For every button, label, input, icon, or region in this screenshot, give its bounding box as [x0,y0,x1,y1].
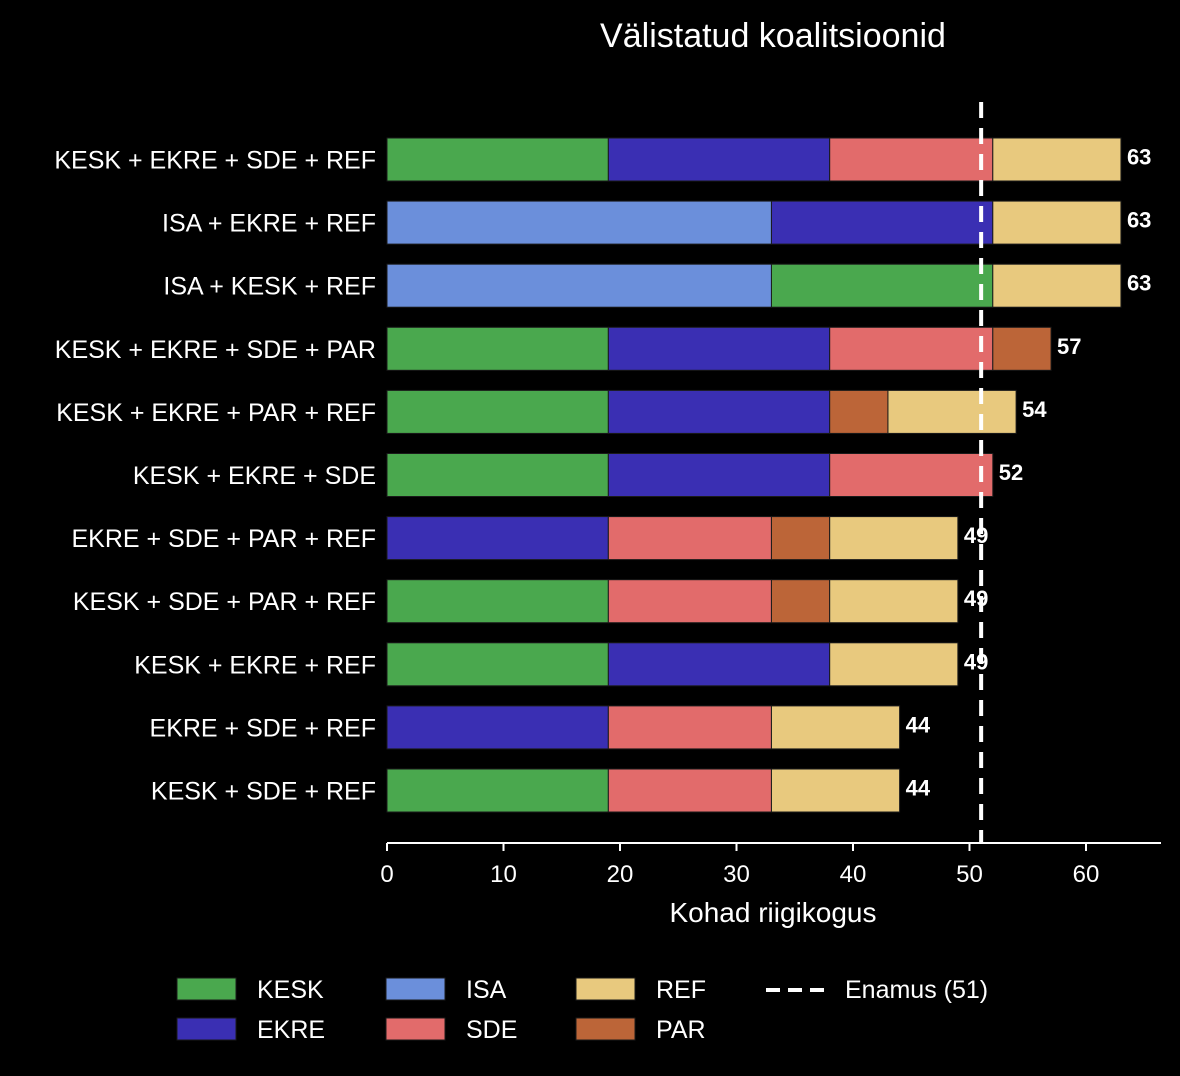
bar-segment-kesk [386,326,609,371]
x-tick-label: 10 [490,861,517,888]
legend-label-kesk: KESK [257,976,324,1004]
bar-segment-par [829,389,889,434]
bar-segment-ekre [386,705,609,750]
bar-segment-ref [770,768,901,813]
bar-segment-kesk [386,137,609,182]
bar-segment-kesk [386,579,609,624]
x-tick-label: 40 [840,861,867,888]
chart-title: Välistatud koalitsioonid [600,17,946,55]
legend-swatch-kesk [176,977,237,1001]
bar-segment-sde [607,705,772,750]
category-label: KESK + SDE + PAR + REF [73,588,376,616]
x-tick-label: 30 [723,861,750,888]
bar-segment-ref [992,200,1122,245]
legend-label-ref: REF [656,976,706,1004]
bar-segment-ref [829,579,959,624]
x-tick-label: 20 [607,861,634,888]
bar-segment-kesk [386,642,609,687]
total-label: 44 [906,776,931,801]
bar-segment-kesk [386,389,609,434]
legend-label-majority: Enamus (51) [845,976,988,1004]
bar-segment-sde [607,516,772,561]
bar-segment-ref [887,389,1017,434]
category-label: KESK + EKRE + SDE + REF [54,147,376,175]
total-labels: 63 63 63 57 54 52 49 49 49 44 44 [906,145,1152,801]
bar-segment-kesk [770,263,994,308]
category-label: ISA + EKRE + REF [162,210,376,238]
bar-segment-kesk [386,453,609,497]
legend-swatch-ref [575,977,636,1001]
bar-segment-par [770,579,831,624]
legend-label-isa: ISA [466,976,507,1004]
bar-segment-ref [770,705,901,750]
total-label: 49 [964,586,988,611]
total-label: 63 [1127,145,1151,170]
category-labels: KESK + EKRE + SDE + REF ISA + EKRE + REF I… [54,147,376,806]
bar-segment-ref [992,137,1122,182]
x-tick-label: 60 [1073,861,1100,888]
bar-segment-ekre [607,326,831,371]
bar-segment-ref [829,642,959,687]
bar-segment-sde [607,768,772,813]
category-label: KESK + EKRE + REF [134,651,376,679]
bar-segment-ekre [770,200,994,245]
total-label: 63 [1127,271,1151,296]
x-axis-ticks: 0 10 20 30 40 50 60 [380,843,1099,888]
bar-segment-sde [607,579,772,624]
category-label: KESK + EKRE + PAR + REF [56,399,376,427]
bar-segment-ekre [607,453,831,497]
total-label: 63 [1127,208,1151,233]
legend-label-par: PAR [656,1016,706,1044]
legend-swatch-isa [385,977,446,1001]
bar-segment-isa [386,263,772,308]
x-tick-label: 50 [956,861,983,888]
bar-segment-par [770,516,831,561]
bar-segment-isa [386,200,772,245]
category-label: EKRE + SDE + PAR + REF [71,525,376,553]
legend-label-sde: SDE [466,1016,517,1044]
total-label: 52 [999,460,1023,485]
legend-swatch-ekre [176,1017,237,1041]
bar-segment-ekre [607,137,831,182]
total-label: 44 [906,712,931,737]
total-label: 54 [1022,397,1047,422]
bar-segment-ekre [386,516,609,561]
total-label: 49 [964,523,988,548]
category-label: EKRE + SDE + REF [150,714,376,742]
bar-segment-ref [992,263,1122,308]
category-label: ISA + KESK + REF [163,273,376,301]
bar-segment-ekre [607,389,831,434]
x-axis-label: Kohad riigikogus [669,897,876,928]
bar-segment-par [992,326,1052,371]
legend-swatch-sde [385,1017,446,1041]
category-label: KESK + SDE + REF [151,778,376,806]
category-label: KESK + EKRE + SDE [133,462,376,490]
bar-segment-ref [829,516,959,561]
total-label: 49 [964,649,988,674]
x-tick-label: 0 [380,861,393,888]
bar-segment-ekre [607,642,831,687]
bar-segment-kesk [386,768,609,813]
legend-swatch-par [575,1017,636,1041]
bar-area [386,137,1122,813]
legend: KESK EKRE ISA SDE REF PAR Enamus (51) [176,976,988,1044]
legend-label-ekre: EKRE [257,1016,325,1044]
category-label: KESK + EKRE + SDE + PAR [55,336,376,364]
total-label: 57 [1057,334,1081,359]
bar-segment-sde [829,137,994,182]
bar-segment-sde [829,453,994,497]
bar-segment-sde [829,326,994,371]
